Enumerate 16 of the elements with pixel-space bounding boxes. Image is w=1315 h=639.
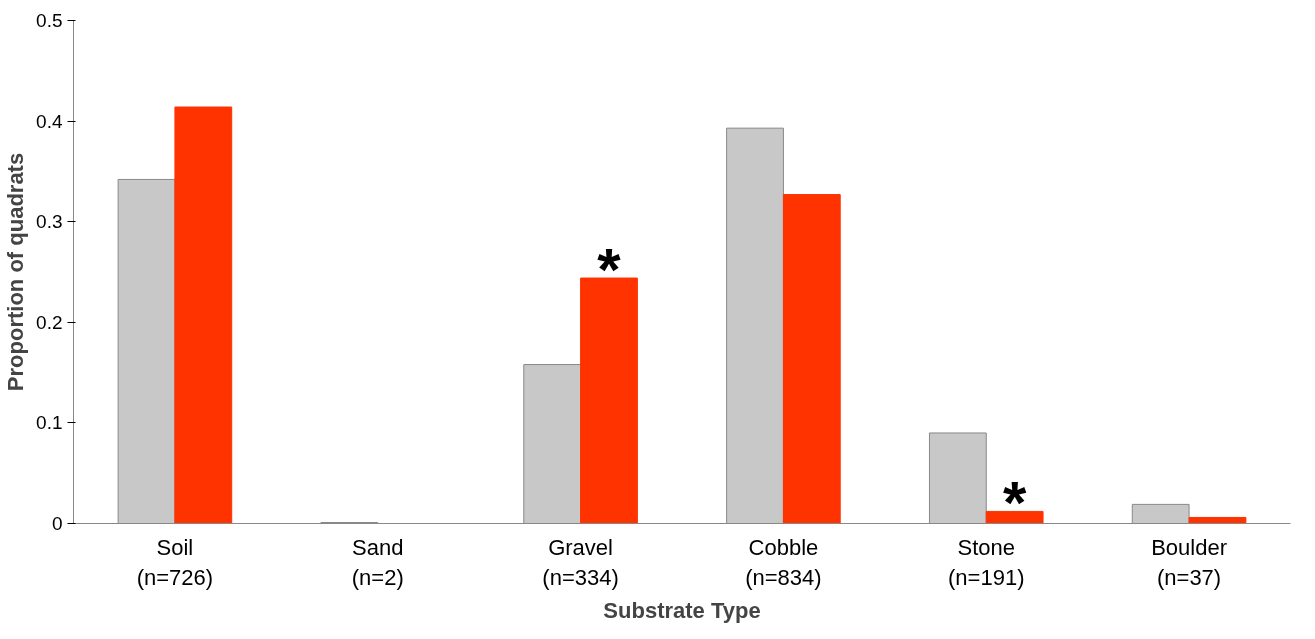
x-tick-label: Boulder (n=37) xyxy=(1151,534,1228,590)
y-tick-label: 0.3 xyxy=(36,211,63,233)
y-tick-label: 0.2 xyxy=(36,311,63,333)
x-tick-label: Stone (n=191) xyxy=(948,534,1025,590)
annotation: * xyxy=(1002,469,1027,537)
x-tick-label: Sand (n=2) xyxy=(351,534,404,590)
y-axis-title: Proportion of quadrats xyxy=(3,152,29,392)
x-tick-label: Cobble (n=834) xyxy=(745,534,822,590)
x-tick-label: Soil (n=726) xyxy=(136,534,214,590)
annotation: * xyxy=(597,236,622,304)
x-tick-label: Gravel (n=334) xyxy=(542,534,619,590)
y-tick-label: 0.5 xyxy=(36,10,63,31)
x-axis-title: Substrate Type xyxy=(603,597,761,623)
y-tick-label: 0 xyxy=(51,513,63,534)
y-tick-label: 0.1 xyxy=(36,412,63,434)
y-tick-label: 0.4 xyxy=(36,110,63,132)
